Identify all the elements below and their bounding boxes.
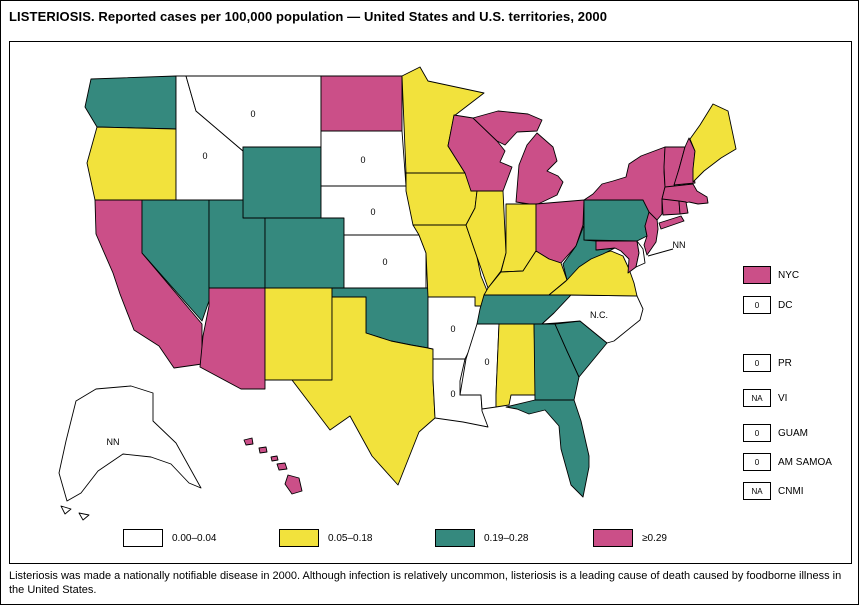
state-al: [495, 323, 537, 408]
state-wy: [242, 146, 322, 219]
territory-row-vi: NA VI: [743, 389, 787, 407]
vi-swatch: NA: [743, 389, 771, 407]
state-label-ks: 0: [382, 257, 387, 267]
state-ri: [678, 200, 689, 215]
territory-label-vi: VI: [778, 392, 788, 404]
territory-value: NA: [751, 486, 763, 496]
state-label-la: 0: [450, 389, 455, 399]
states-layer: [58, 66, 737, 521]
territory-row-nyc: NYC: [743, 266, 799, 284]
nyc-swatch: [743, 266, 771, 284]
state-ct: [661, 198, 681, 216]
legend-item-0: 0.00–0.04: [123, 529, 217, 547]
state-ia: [405, 172, 478, 226]
territory-value: NA: [751, 393, 763, 403]
territory-label-pr: PR: [778, 357, 792, 369]
state-or: [86, 126, 177, 201]
territory-label-dc: DC: [778, 299, 793, 311]
state-ak: [58, 385, 202, 521]
legend-label: 0.05–0.18: [328, 532, 373, 544]
territory-value: 0: [754, 300, 760, 310]
legend-label: ≥0.29: [642, 532, 667, 544]
state-wa: [84, 75, 177, 130]
legend-item-2: 0.19–0.28: [435, 529, 529, 547]
state-label-ms: 0: [484, 357, 489, 367]
state-nj: [643, 211, 659, 256]
state-pa: [583, 199, 652, 242]
state-ks: [343, 234, 427, 289]
state-fl: [505, 399, 590, 498]
territory-value: 0: [754, 358, 760, 368]
figure-title: LISTERIOSIS. Reported cases per 100,000 …: [9, 9, 608, 24]
territory-label-am-samoa: AM SAMOA: [778, 456, 832, 468]
state-mi: [472, 110, 564, 206]
guam-swatch: 0: [743, 424, 771, 442]
territory-row-am-samoa: 0 AM SAMOA: [743, 453, 832, 471]
state-label-id: 0: [202, 151, 207, 161]
legend-label: 0.19–0.28: [484, 532, 529, 544]
territory-value: 0: [754, 457, 760, 467]
cnmi-swatch: NA: [743, 482, 771, 500]
territory-value: 0: [754, 428, 760, 438]
state-nc: [541, 294, 644, 344]
legend-swatch-pink: [593, 529, 633, 547]
state-label-de-nn: NN: [673, 240, 686, 250]
territory-row-guam: 0 GUAM: [743, 424, 808, 442]
legend-swatch-white: [123, 529, 163, 547]
legend-item-3: ≥0.29: [593, 529, 667, 547]
territory-label-cnmi: CNMI: [778, 485, 804, 497]
state-label-nc: N.C.: [590, 310, 608, 320]
state-il: [465, 190, 507, 289]
legend-item-1: 0.05–0.18: [279, 529, 373, 547]
state-wv: [562, 224, 616, 281]
state-la: [432, 358, 489, 428]
state-de: [635, 240, 646, 268]
state-label-ak: NN: [107, 437, 120, 447]
state-label-sd: 0: [360, 155, 365, 165]
territory-row-pr: 0 PR: [743, 354, 792, 372]
legend-label: 0.00–0.04: [172, 532, 217, 544]
territory-label-nyc: NYC: [778, 269, 800, 281]
state-nm: [264, 287, 333, 381]
nn-leader-line: [647, 248, 674, 257]
state-ky: [483, 250, 568, 296]
map-annotations-layer: 0 0 0 0 0 0 0 0 NN N.C. NN: [107, 109, 686, 447]
state-nd: [320, 75, 403, 132]
legend-swatch-yellow: [279, 529, 319, 547]
figure-footnote: Listeriosis was made a nationally notifi…: [9, 570, 842, 597]
state-me: [689, 103, 737, 183]
state-hi: [243, 437, 303, 495]
territory-row-cnmi: NA CNMI: [743, 482, 804, 500]
state-label-mt: 0: [250, 109, 255, 119]
state-az: [199, 287, 266, 390]
dc-swatch: 0: [743, 296, 771, 314]
pr-swatch: 0: [743, 354, 771, 372]
am-samoa-swatch: 0: [743, 453, 771, 471]
state-label-ne: 0: [370, 207, 375, 217]
state-co: [264, 217, 345, 289]
territory-row-dc: 0 DC: [743, 296, 792, 314]
territory-label-guam: GUAM: [778, 427, 808, 439]
state-label-ar: 0: [450, 324, 455, 334]
legend-swatch-teal: [435, 529, 475, 547]
